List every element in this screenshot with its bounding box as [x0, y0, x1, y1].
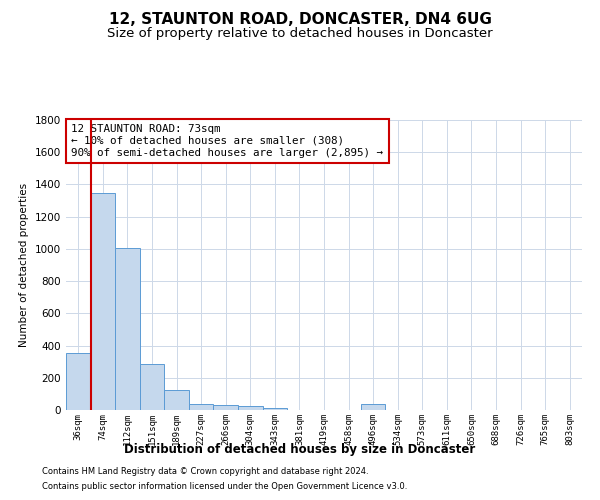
Y-axis label: Number of detached properties: Number of detached properties [19, 183, 29, 347]
Bar [140, 364, 164, 410]
Bar [263, 408, 287, 410]
Bar [238, 406, 263, 410]
Bar [361, 404, 385, 410]
Bar [91, 192, 115, 410]
Text: Distribution of detached houses by size in Doncaster: Distribution of detached houses by size … [124, 442, 476, 456]
Bar [115, 248, 140, 410]
Text: Contains public sector information licensed under the Open Government Licence v3: Contains public sector information licen… [42, 482, 407, 491]
Text: Size of property relative to detached houses in Doncaster: Size of property relative to detached ho… [107, 28, 493, 40]
Text: Contains HM Land Registry data © Crown copyright and database right 2024.: Contains HM Land Registry data © Crown c… [42, 467, 368, 476]
Bar [189, 404, 214, 410]
Bar [214, 405, 238, 410]
Bar [164, 390, 189, 410]
Bar [66, 353, 91, 410]
Text: 12, STAUNTON ROAD, DONCASTER, DN4 6UG: 12, STAUNTON ROAD, DONCASTER, DN4 6UG [109, 12, 491, 28]
Text: 12 STAUNTON ROAD: 73sqm
← 10% of detached houses are smaller (308)
90% of semi-d: 12 STAUNTON ROAD: 73sqm ← 10% of detache… [71, 124, 383, 158]
